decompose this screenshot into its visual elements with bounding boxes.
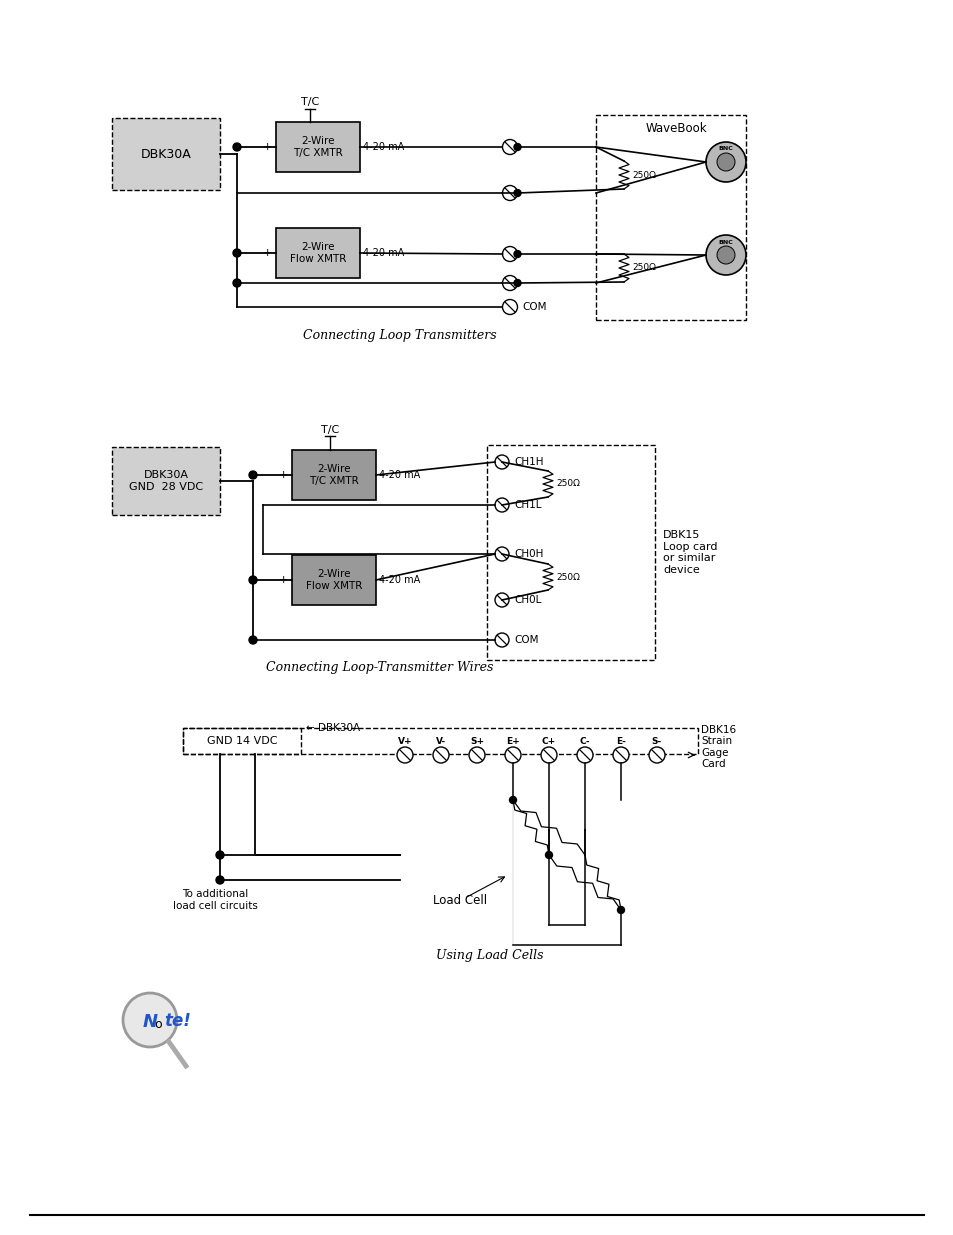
Text: +: + <box>262 248 272 258</box>
Text: +: + <box>278 576 288 585</box>
Text: 4-20 mA: 4-20 mA <box>363 248 404 258</box>
Circle shape <box>249 576 256 584</box>
Circle shape <box>502 140 517 154</box>
Text: Using Load Cells: Using Load Cells <box>436 948 543 962</box>
Text: V-: V- <box>436 736 446 746</box>
Text: 250Ω: 250Ω <box>556 573 579 582</box>
Text: 250Ω: 250Ω <box>631 263 655 273</box>
Text: Load Cell: Load Cell <box>433 893 487 906</box>
Circle shape <box>514 279 520 287</box>
Bar <box>275 228 359 278</box>
Text: 2-Wire
Flow XMTR: 2-Wire Flow XMTR <box>290 242 346 264</box>
Text: 4-20 mA: 4-20 mA <box>363 142 404 152</box>
Circle shape <box>502 185 517 200</box>
Circle shape <box>502 300 517 315</box>
Circle shape <box>249 636 256 643</box>
Text: BNC: BNC <box>718 147 733 152</box>
Circle shape <box>233 143 241 151</box>
Text: 250Ω: 250Ω <box>556 479 579 489</box>
Circle shape <box>396 747 413 763</box>
Text: DBK16
Strain
Gage
Card: DBK16 Strain Gage Card <box>700 725 736 769</box>
Text: COM: COM <box>521 303 546 312</box>
Circle shape <box>469 747 484 763</box>
Text: Connecting Loop-Transmitter Wires: Connecting Loop-Transmitter Wires <box>266 662 493 674</box>
Text: 2-Wire
T/C XMTR: 2-Wire T/C XMTR <box>309 464 358 485</box>
Circle shape <box>705 235 745 275</box>
Bar <box>486 445 655 659</box>
Bar <box>112 119 220 190</box>
Text: T/C: T/C <box>320 425 338 435</box>
Text: 250Ω: 250Ω <box>631 170 655 179</box>
Text: S+: S+ <box>470 736 483 746</box>
Circle shape <box>433 747 449 763</box>
Circle shape <box>502 247 517 262</box>
Circle shape <box>495 454 509 469</box>
Circle shape <box>495 547 509 561</box>
Text: o: o <box>154 1019 162 1031</box>
Text: DBK15
Loop card
or similar
device: DBK15 Loop card or similar device <box>662 530 717 576</box>
Circle shape <box>514 189 520 196</box>
Bar <box>275 122 359 172</box>
Text: 4-20 mA: 4-20 mA <box>378 576 420 585</box>
Circle shape <box>509 797 516 804</box>
Circle shape <box>717 246 734 264</box>
Text: S-: S- <box>651 736 661 746</box>
Bar <box>183 727 301 755</box>
Circle shape <box>215 851 224 860</box>
Text: CH1L: CH1L <box>514 500 541 510</box>
Circle shape <box>233 279 241 287</box>
Text: C-: C- <box>579 736 590 746</box>
Text: T/C: T/C <box>300 98 319 107</box>
Text: CH0L: CH0L <box>514 595 540 605</box>
Text: ← DBK30A: ← DBK30A <box>306 722 359 734</box>
Text: te!: te! <box>164 1011 191 1030</box>
Text: +: + <box>262 142 272 152</box>
Circle shape <box>502 275 517 290</box>
Circle shape <box>705 142 745 182</box>
Text: 2-Wire
Flow XMTR: 2-Wire Flow XMTR <box>306 569 362 590</box>
Circle shape <box>495 593 509 606</box>
Bar <box>183 727 698 755</box>
Circle shape <box>123 993 177 1047</box>
Text: +: + <box>278 471 288 480</box>
Text: BNC: BNC <box>718 240 733 245</box>
Text: N: N <box>142 1013 157 1031</box>
Text: E+: E+ <box>506 736 519 746</box>
Bar <box>292 555 375 605</box>
Circle shape <box>545 851 552 858</box>
Circle shape <box>495 498 509 513</box>
Circle shape <box>717 153 734 170</box>
Circle shape <box>613 747 628 763</box>
Text: CH0H: CH0H <box>514 550 543 559</box>
Circle shape <box>617 906 624 914</box>
Circle shape <box>648 747 664 763</box>
Circle shape <box>233 249 241 257</box>
Text: E-: E- <box>616 736 625 746</box>
Circle shape <box>577 747 593 763</box>
Circle shape <box>249 471 256 479</box>
Text: 4-20 mA: 4-20 mA <box>378 471 420 480</box>
Text: CH1H: CH1H <box>514 457 543 467</box>
Text: Connecting Loop Transmitters: Connecting Loop Transmitters <box>303 330 497 342</box>
Circle shape <box>514 251 520 258</box>
Circle shape <box>504 747 520 763</box>
Circle shape <box>495 634 509 647</box>
Text: V+: V+ <box>397 736 412 746</box>
Text: 2-Wire
T/C XMTR: 2-Wire T/C XMTR <box>293 136 342 158</box>
Bar <box>112 447 220 515</box>
Circle shape <box>215 876 224 884</box>
Bar <box>292 450 375 500</box>
Text: COM: COM <box>514 635 537 645</box>
Text: WaveBook: WaveBook <box>644 122 706 136</box>
Text: DBK30A
GND  28 VDC: DBK30A GND 28 VDC <box>129 471 203 492</box>
Text: GND 14 VDC: GND 14 VDC <box>207 736 277 746</box>
Circle shape <box>514 143 520 151</box>
Bar <box>596 115 745 320</box>
Text: DBK30A: DBK30A <box>140 147 192 161</box>
Text: C+: C+ <box>541 736 556 746</box>
Circle shape <box>540 747 557 763</box>
Text: To additional
load cell circuits: To additional load cell circuits <box>172 889 257 910</box>
